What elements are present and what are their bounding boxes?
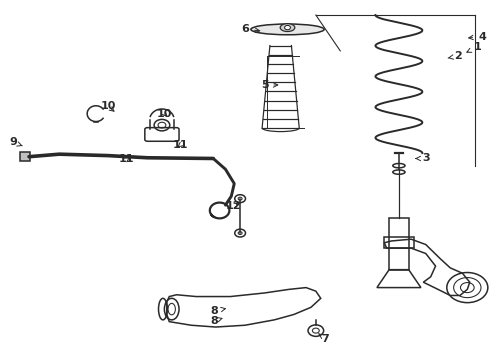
Text: 2: 2: [448, 51, 462, 61]
Text: 10: 10: [157, 109, 172, 119]
Ellipse shape: [251, 24, 324, 35]
Text: 12: 12: [226, 201, 242, 211]
Circle shape: [285, 26, 291, 30]
Text: 10: 10: [100, 102, 116, 112]
Text: 3: 3: [416, 153, 430, 163]
Text: 1: 1: [467, 42, 481, 52]
Text: 11: 11: [173, 140, 188, 150]
Text: 4: 4: [469, 32, 486, 41]
Ellipse shape: [280, 24, 295, 32]
Text: 6: 6: [241, 24, 260, 35]
Text: 8: 8: [211, 306, 225, 316]
Text: 11: 11: [119, 154, 135, 164]
Text: 7: 7: [319, 333, 329, 343]
Text: 8: 8: [211, 316, 222, 325]
Text: 9: 9: [9, 138, 22, 147]
Text: 5: 5: [261, 80, 278, 90]
Polygon shape: [20, 152, 30, 161]
